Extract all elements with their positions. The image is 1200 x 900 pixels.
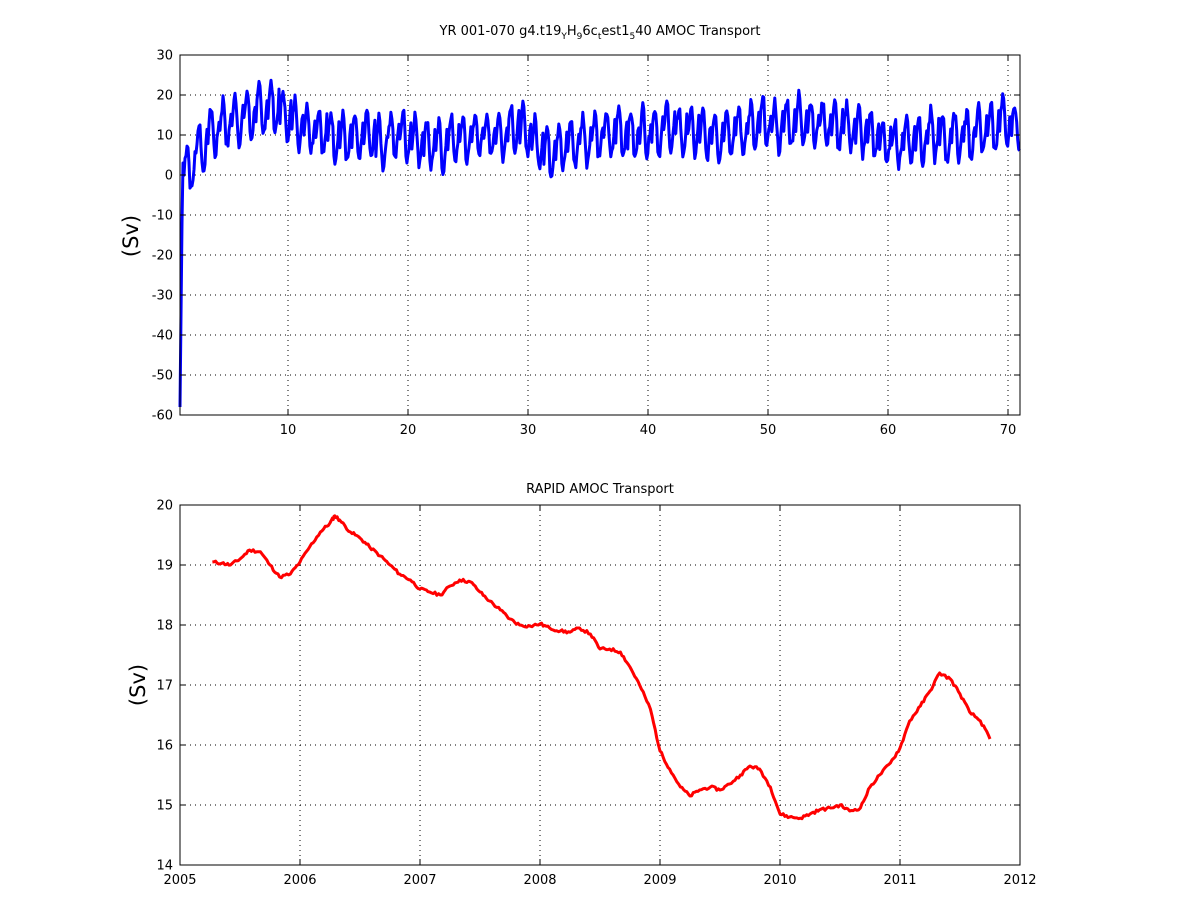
top-x-tick-label: 50 xyxy=(760,423,777,438)
bottom-x-tick-label: 2008 xyxy=(523,873,556,888)
top-chart-title: YR 001-070 g4.t19YH96ctest1540 AMOC Tran… xyxy=(439,24,761,42)
bottom-y-tick-label: 18 xyxy=(156,619,173,634)
bottom-y-ticks: 14 15 16 17 18 19 20 xyxy=(156,499,1020,874)
bottom-x-tick-label: 2012 xyxy=(1003,873,1036,888)
top-x-tick-label: 10 xyxy=(280,423,297,438)
bottom-x-tick-label: 2005 xyxy=(163,873,196,888)
bottom-x-tick-label: 2010 xyxy=(763,873,796,888)
top-x-ticks: 10 20 30 40 50 60 70 xyxy=(280,55,1017,438)
bottom-series-path xyxy=(212,514,992,821)
top-y-tick-label: -10 xyxy=(152,209,173,224)
bottom-series-line xyxy=(212,514,992,821)
bottom-x-tick-label: 2009 xyxy=(643,873,676,888)
top-y-tick-label: 0 xyxy=(165,169,173,184)
bottom-y-tick-label: 14 xyxy=(156,859,173,874)
bottom-y-tick-label: 15 xyxy=(156,799,173,814)
top-grid xyxy=(180,55,1020,415)
top-y-ticks: -60 -50 -40 -30 -20 -10 0 10 20 30 xyxy=(152,49,1020,424)
top-y-tick-label: -20 xyxy=(152,249,173,264)
top-y-tick-label: 30 xyxy=(156,49,173,64)
bottom-y-tick-label: 19 xyxy=(156,559,173,574)
top-y-tick-label: 20 xyxy=(156,89,173,104)
top-x-tick-label: 20 xyxy=(400,423,417,438)
bottom-y-axis-label: (Sv) xyxy=(126,664,150,706)
top-y-tick-label: -40 xyxy=(152,329,173,344)
bottom-y-tick-label: 16 xyxy=(156,739,173,754)
bottom-x-tick-label: 2011 xyxy=(883,873,916,888)
bottom-x-tick-label: 2007 xyxy=(403,873,436,888)
bottom-y-tick-label: 20 xyxy=(156,499,173,514)
top-y-tick-label: 10 xyxy=(156,129,173,144)
top-y-axis-label: (Sv) xyxy=(119,215,143,257)
top-x-tick-label: 70 xyxy=(1000,423,1017,438)
bottom-axes: RAPID AMOC Transport (Sv) 2005 2006 2007 20… xyxy=(126,482,1037,888)
top-x-tick-label: 30 xyxy=(520,423,537,438)
bottom-chart-title: RAPID AMOC Transport xyxy=(526,482,674,497)
top-y-tick-label: -30 xyxy=(152,289,173,304)
bottom-x-tick-label: 2006 xyxy=(283,873,316,888)
top-y-tick-label: -60 xyxy=(152,409,173,424)
top-series-path xyxy=(178,78,1021,408)
top-y-tick-label: -50 xyxy=(152,369,173,384)
top-x-tick-label: 60 xyxy=(880,423,897,438)
top-x-tick-label: 40 xyxy=(640,423,657,438)
top-series-line xyxy=(178,78,1021,408)
bottom-grid xyxy=(180,505,1020,865)
bottom-y-tick-label: 17 xyxy=(156,679,173,694)
bottom-x-ticks: 2005 2006 2007 2008 2009 2010 2011 2012 xyxy=(163,505,1037,888)
top-axes-frame xyxy=(179,54,1021,416)
